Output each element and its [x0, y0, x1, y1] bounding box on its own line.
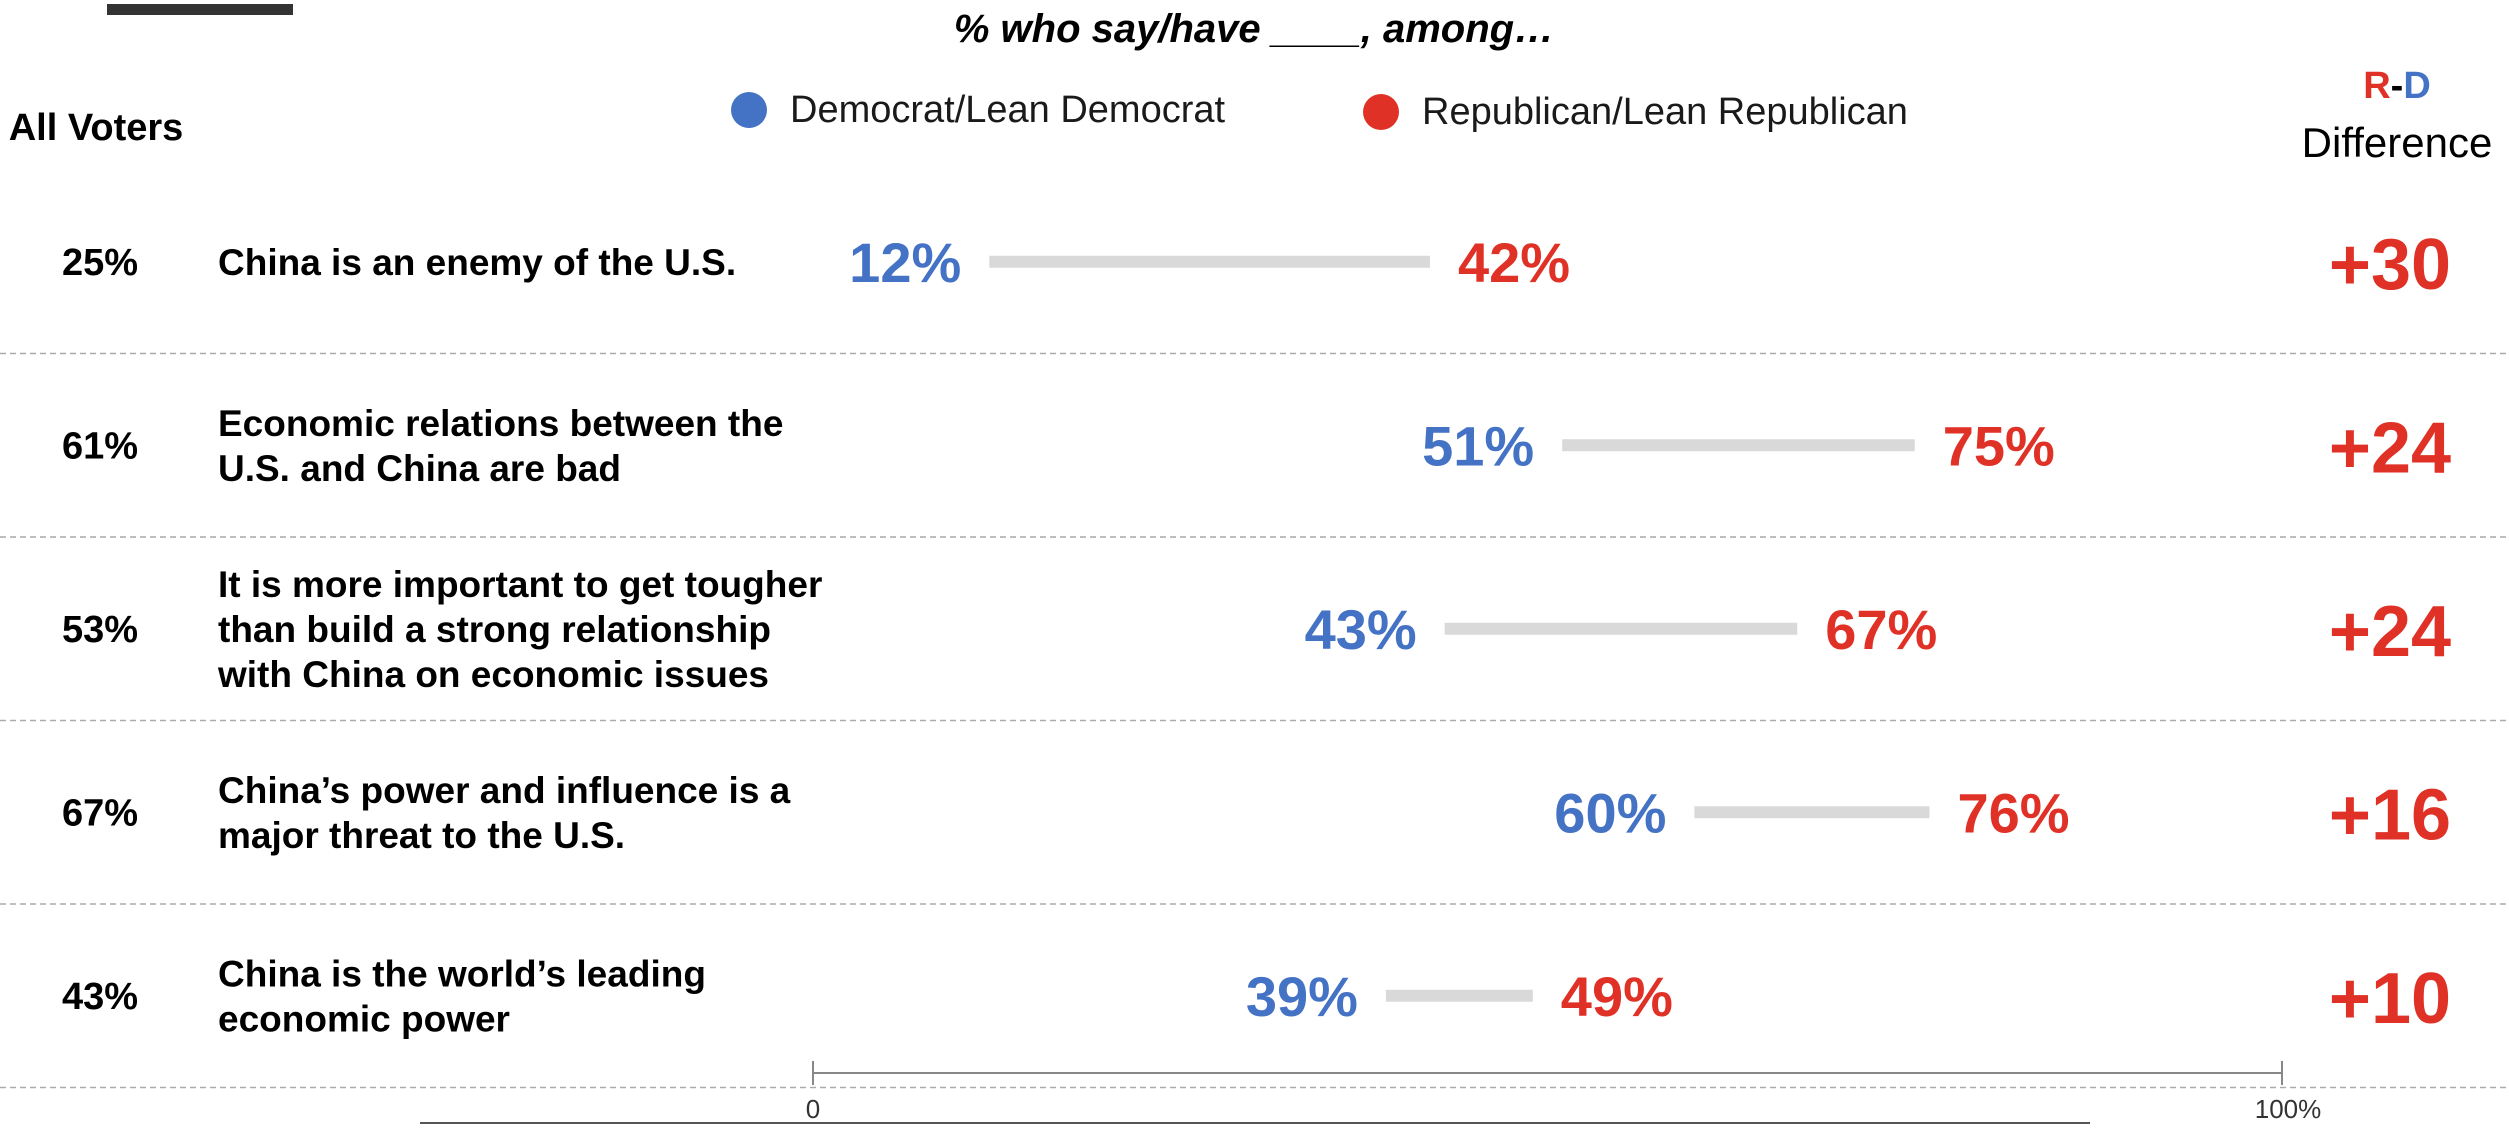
all-voters-value: 25%	[62, 242, 138, 284]
all-voters-value: 53%	[62, 609, 138, 651]
difference-header-dash: -	[2391, 65, 2404, 107]
all-voters-header: All Voters	[9, 107, 184, 149]
democrat-value: 43%	[1305, 598, 1417, 661]
republican-value: 67%	[1825, 598, 1937, 661]
difference-value: +30	[2329, 225, 2451, 305]
all-voters-value: 43%	[62, 976, 138, 1018]
row-label-line: than build a strong relationship	[218, 609, 771, 650]
all-voters-value: 67%	[62, 792, 138, 834]
legend-democrat-dot	[731, 92, 767, 128]
difference-value: +10	[2329, 959, 2451, 1039]
difference-value: +24	[2329, 408, 2451, 488]
difference-header-rd: R-D	[2363, 65, 2431, 107]
row-label-line: China’s power and influence is a	[218, 770, 791, 811]
chart-row: 43% China is the world’s leading economic …	[0, 953, 2509, 1089]
legend-republican-dot	[1363, 94, 1399, 130]
difference-value: +16	[2329, 775, 2451, 855]
chart-row: 67% China’s power and influence is a major…	[0, 770, 2509, 905]
legend-republican-label: Republican/Lean Republican	[1422, 91, 1908, 133]
row-label-line: with China on economic issues	[217, 654, 769, 695]
democrat-value: 60%	[1554, 781, 1666, 844]
democrat-value: 51%	[1422, 414, 1534, 477]
row-label-line: U.S. and China are bad	[218, 448, 621, 489]
republican-value: 49%	[1561, 965, 1673, 1028]
row-label: Economic relations between the U.S. and C…	[218, 403, 783, 489]
chart-row: 25% China is an enemy of the U.S. 12% 42% +3…	[0, 225, 2509, 355]
row-label-line: major threat to the U.S.	[218, 815, 625, 856]
republican-value: 75%	[1943, 414, 2055, 477]
chart-row: 61% Economic relations between the U.S. an…	[0, 403, 2509, 538]
all-voters-value: 61%	[62, 425, 138, 467]
legend-democrat-label: Democrat/Lean Democrat	[790, 89, 1226, 131]
row-label-line: China is the world’s leading	[218, 953, 706, 994]
difference-header-d: D	[2403, 65, 2430, 107]
difference-header-r: R	[2363, 65, 2390, 107]
axis-tick-label: 0	[806, 1094, 820, 1124]
row-label-line: Economic relations between the	[218, 403, 783, 444]
democrat-value: 12%	[849, 231, 961, 294]
top-accent-bar	[107, 4, 293, 15]
row-label-line: economic power	[218, 998, 510, 1039]
republican-value: 76%	[1957, 781, 2069, 844]
democrat-value: 39%	[1246, 965, 1358, 1028]
chart-row: 53% It is more important to get tougher th…	[0, 564, 2509, 722]
legend: Democrat/Lean Democrat Republican/Lean R…	[731, 89, 1908, 133]
axis-tick-label: 100%	[2255, 1094, 2322, 1124]
chart-rows: 25% China is an enemy of the U.S. 12% 42% +3…	[0, 225, 2509, 1089]
row-label-line: It is more important to get tougher	[218, 564, 822, 605]
republican-value: 42%	[1458, 231, 1570, 294]
x-axis: 0 100%	[420, 1061, 2321, 1124]
chart-title: % who say/have ____, among…	[954, 7, 1554, 51]
row-label: China’s power and influence is a major th…	[218, 770, 791, 856]
row-label: It is more important to get tougher than …	[217, 564, 822, 695]
difference-value: +24	[2329, 592, 2451, 672]
row-label: China is the world’s leading economic pow…	[218, 953, 706, 1039]
row-label-line: China is an enemy of the U.S.	[218, 242, 736, 283]
difference-header-label: Difference	[2302, 119, 2493, 166]
row-label: China is an enemy of the U.S.	[218, 242, 736, 283]
